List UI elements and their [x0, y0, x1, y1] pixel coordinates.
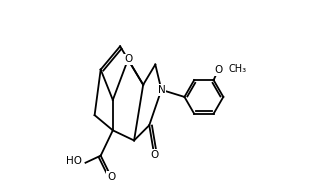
Text: O: O [150, 150, 158, 160]
Text: O: O [214, 65, 222, 75]
Text: N: N [158, 85, 165, 95]
Text: CH₃: CH₃ [228, 64, 246, 74]
Text: O: O [124, 54, 132, 65]
Text: HO: HO [66, 156, 82, 166]
Text: O: O [107, 172, 115, 182]
